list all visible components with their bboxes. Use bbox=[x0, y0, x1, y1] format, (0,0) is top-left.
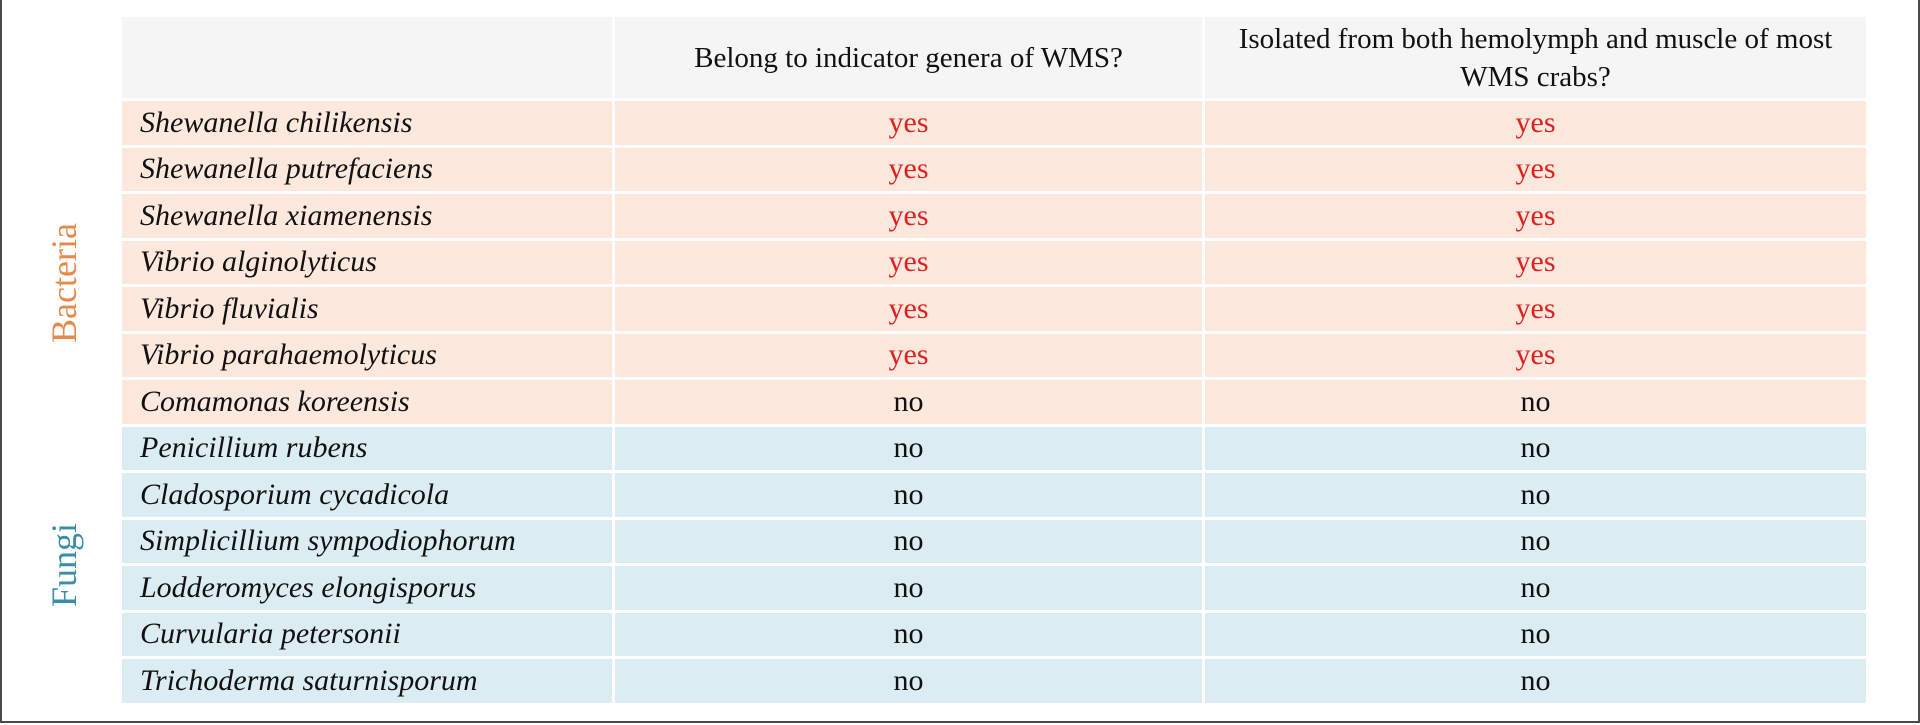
isolated-value: no bbox=[1205, 426, 1866, 473]
organism-name: Shewanella putrefaciens bbox=[122, 147, 615, 194]
isolated-value: yes bbox=[1205, 194, 1866, 241]
organism-name: Simplicillium sympodiophorum bbox=[122, 519, 615, 566]
group-label-bacteria: Bacteria bbox=[44, 223, 84, 343]
indicator-value: yes bbox=[615, 287, 1205, 334]
isolated-value: yes bbox=[1205, 240, 1866, 287]
isolated-value: no bbox=[1205, 473, 1866, 520]
organism-table: Belong to indicator genera of WMS? Isola… bbox=[122, 17, 1866, 706]
isolated-value: yes bbox=[1205, 287, 1866, 334]
isolated-value: no bbox=[1205, 612, 1866, 659]
organism-name: Vibrio fluvialis bbox=[122, 287, 615, 334]
indicator-value: no bbox=[615, 612, 1205, 659]
table-row: Vibrio alginolyticus yes yes bbox=[122, 240, 1866, 287]
table-row: Penicillium rubens no no bbox=[122, 426, 1866, 473]
table-row: Shewanella xiamenensis yes yes bbox=[122, 194, 1866, 241]
table-header-row: Belong to indicator genera of WMS? Isola… bbox=[122, 17, 1866, 101]
indicator-value: yes bbox=[615, 194, 1205, 241]
isolated-value: no bbox=[1205, 519, 1866, 566]
indicator-value: yes bbox=[615, 147, 1205, 194]
table-row: Vibrio parahaemolyticus yes yes bbox=[122, 333, 1866, 380]
table-row: Shewanella putrefaciens yes yes bbox=[122, 147, 1866, 194]
header-organism bbox=[122, 17, 615, 101]
organism-name: Penicillium rubens bbox=[122, 426, 615, 473]
organism-name: Comamonas koreensis bbox=[122, 380, 615, 427]
table-row: Simplicillium sympodiophorum no no bbox=[122, 519, 1866, 566]
indicator-value: no bbox=[615, 426, 1205, 473]
organism-name: Cladosporium cycadicola bbox=[122, 473, 615, 520]
organism-name: Vibrio parahaemolyticus bbox=[122, 333, 615, 380]
organism-name: Lodderomyces elongisporus bbox=[122, 566, 615, 613]
table-row: Vibrio fluvialis yes yes bbox=[122, 287, 1866, 334]
organism-name: Vibrio alginolyticus bbox=[122, 240, 615, 287]
table-row: Lodderomyces elongisporus no no bbox=[122, 566, 1866, 613]
table-row: Trichoderma saturnisporum no no bbox=[122, 659, 1866, 706]
organism-name: Shewanella xiamenensis bbox=[122, 194, 615, 241]
table-row: Cladosporium cycadicola no no bbox=[122, 473, 1866, 520]
table-row: Shewanella chilikensis yes yes bbox=[122, 101, 1866, 148]
organism-name: Trichoderma saturnisporum bbox=[122, 659, 615, 706]
isolated-value: yes bbox=[1205, 147, 1866, 194]
indicator-value: yes bbox=[615, 240, 1205, 287]
table-row: Curvularia petersonii no no bbox=[122, 612, 1866, 659]
isolated-value: no bbox=[1205, 380, 1866, 427]
indicator-value: no bbox=[615, 519, 1205, 566]
organism-name: Curvularia petersonii bbox=[122, 612, 615, 659]
indicator-value: no bbox=[615, 380, 1205, 427]
isolated-value: yes bbox=[1205, 101, 1866, 148]
isolated-value: no bbox=[1205, 659, 1866, 706]
indicator-value: yes bbox=[615, 333, 1205, 380]
indicator-value: no bbox=[615, 659, 1205, 706]
isolated-value: no bbox=[1205, 566, 1866, 613]
indicator-value: yes bbox=[615, 101, 1205, 148]
isolated-value: yes bbox=[1205, 333, 1866, 380]
header-indicator-genera: Belong to indicator genera of WMS? bbox=[615, 17, 1205, 101]
indicator-value: no bbox=[615, 473, 1205, 520]
organism-name: Shewanella chilikensis bbox=[122, 101, 615, 148]
group-label-fungi: Fungi bbox=[44, 522, 84, 608]
table-row: Comamonas koreensis no no bbox=[122, 380, 1866, 427]
indicator-value: no bbox=[615, 566, 1205, 613]
header-isolated-both: Isolated from both hemolymph and muscle … bbox=[1205, 17, 1866, 101]
